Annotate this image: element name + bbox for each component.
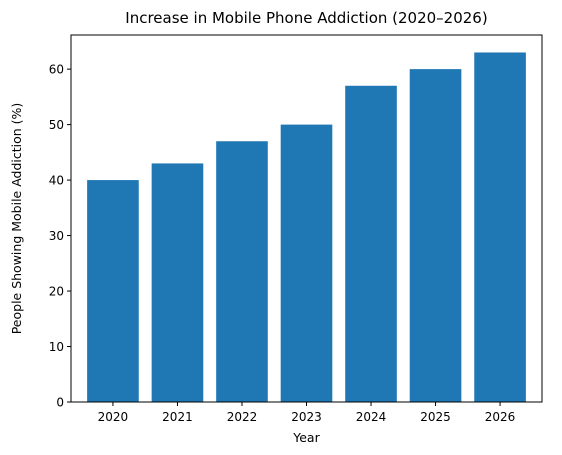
x-tick-label: 2022 [227, 410, 258, 424]
x-tick-label: 2025 [420, 410, 451, 424]
y-tick-label: 10 [49, 340, 64, 354]
x-axis-label: Year [292, 430, 320, 445]
bar-2023 [280, 124, 333, 402]
bars-group [87, 52, 526, 403]
bar-2022 [216, 141, 268, 402]
y-axis-label: People Showing Mobile Addiction (%) [9, 103, 24, 335]
x-tick-label: 2024 [356, 410, 387, 424]
bar-2025 [409, 69, 462, 402]
y-tick-label: 40 [49, 174, 64, 188]
y-tick-label: 0 [56, 396, 64, 410]
y-axis-ticks: 0 10 20 30 40 50 60 [49, 63, 71, 410]
bar-2021 [151, 163, 204, 402]
plot-frame [70, 34, 543, 403]
bar-2026 [474, 52, 526, 402]
y-tick-label: 50 [49, 118, 64, 132]
y-tick-label: 60 [49, 63, 64, 77]
x-axis-ticks: 2020 2021 2022 2023 2024 2025 2026 [98, 402, 516, 424]
bar-2020 [87, 180, 139, 402]
bar-2024 [345, 85, 397, 403]
y-tick-label: 30 [49, 229, 64, 243]
x-tick-label: 2026 [485, 410, 516, 424]
x-tick-label: 2021 [162, 410, 193, 424]
y-tick-label: 20 [49, 285, 64, 299]
x-tick-label: 2020 [98, 410, 129, 424]
chart-title: Increase in Mobile Phone Addiction (2020… [125, 9, 487, 27]
x-tick-label: 2023 [291, 410, 322, 424]
